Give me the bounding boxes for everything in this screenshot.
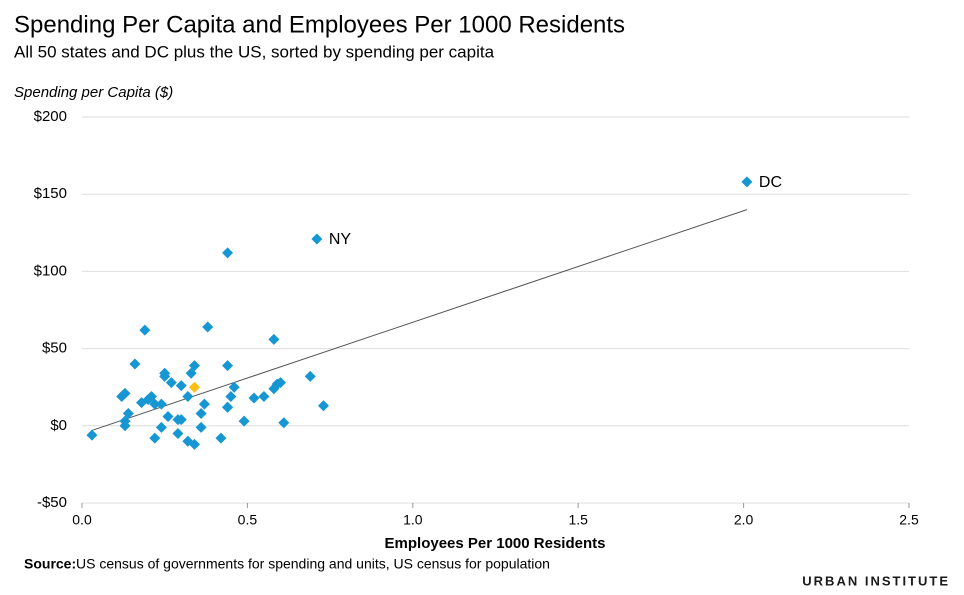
scatter-point <box>258 390 270 402</box>
y-tick-label: $0 <box>50 417 67 434</box>
scatter-point <box>222 360 234 372</box>
scatter-point <box>162 411 174 423</box>
scatter-point <box>119 420 131 432</box>
scatter-point <box>195 407 207 419</box>
scatter-point <box>185 367 197 379</box>
scatter-point <box>149 398 161 410</box>
scatter-point <box>222 401 234 413</box>
scatter-point <box>188 381 200 393</box>
brand-logo: URBAN INSTITUTE <box>802 573 950 588</box>
scatter-point <box>145 390 157 402</box>
trendline <box>91 209 748 431</box>
x-tick-label: 0.5 <box>238 512 258 528</box>
scatter-point <box>165 377 177 389</box>
scatter-point <box>149 432 161 444</box>
scatter-point <box>155 421 167 433</box>
scatter-point <box>317 400 329 412</box>
chart-title: Spending Per Capita and Employees Per 10… <box>14 11 625 38</box>
x-tick-label: 2.5 <box>899 512 919 528</box>
y-tick-label: $100 <box>34 262 67 279</box>
scatter-point <box>175 414 187 426</box>
scatter-point <box>155 398 167 410</box>
scatter-point <box>248 392 260 404</box>
point-annotation: NY <box>329 231 352 248</box>
x-tick-label: 2.0 <box>734 512 754 528</box>
scatter-point <box>198 398 210 410</box>
scatter-point <box>86 429 98 441</box>
x-tick-label: 1.5 <box>568 512 588 528</box>
scatter-point <box>188 438 200 450</box>
scatter-point <box>222 247 234 259</box>
scatter-point <box>202 321 214 333</box>
scatter-point <box>172 428 184 440</box>
scatter-point <box>311 233 323 245</box>
y-axis-title: Spending per Capita ($) <box>14 84 173 101</box>
y-tick-label: $150 <box>34 185 67 202</box>
scatter-point <box>119 387 131 399</box>
scatter-point <box>268 333 280 345</box>
scatter-point <box>122 407 134 419</box>
scatter-point <box>741 176 753 188</box>
scatter-point <box>278 417 290 429</box>
source-text: US census of governments for spending an… <box>76 556 550 572</box>
scatter-point <box>195 421 207 433</box>
scatter-point <box>129 358 141 370</box>
scatter-point <box>274 377 286 389</box>
scatter-point <box>175 380 187 392</box>
scatter-point <box>215 432 227 444</box>
x-tick-label: 1.0 <box>403 512 423 528</box>
scatter-point <box>159 367 171 379</box>
y-tick-label: $50 <box>42 340 67 357</box>
scatter-point <box>182 390 194 402</box>
scatter-point <box>225 390 237 402</box>
scatter-point <box>304 370 316 382</box>
scatter-point <box>228 381 240 393</box>
x-axis-title: Employees Per 1000 Residents <box>385 535 606 552</box>
scatter-point <box>188 360 200 372</box>
scatter-point <box>238 415 250 427</box>
chart-subtitle: All 50 states and DC plus the US, sorted… <box>14 42 495 61</box>
y-tick-label: -$50 <box>37 494 67 511</box>
x-tick-label: 0.0 <box>72 512 92 528</box>
point-annotation: DC <box>759 174 782 191</box>
source-label: Source: <box>24 556 76 572</box>
scatter-point <box>139 324 151 336</box>
y-tick-label: $200 <box>34 108 67 125</box>
